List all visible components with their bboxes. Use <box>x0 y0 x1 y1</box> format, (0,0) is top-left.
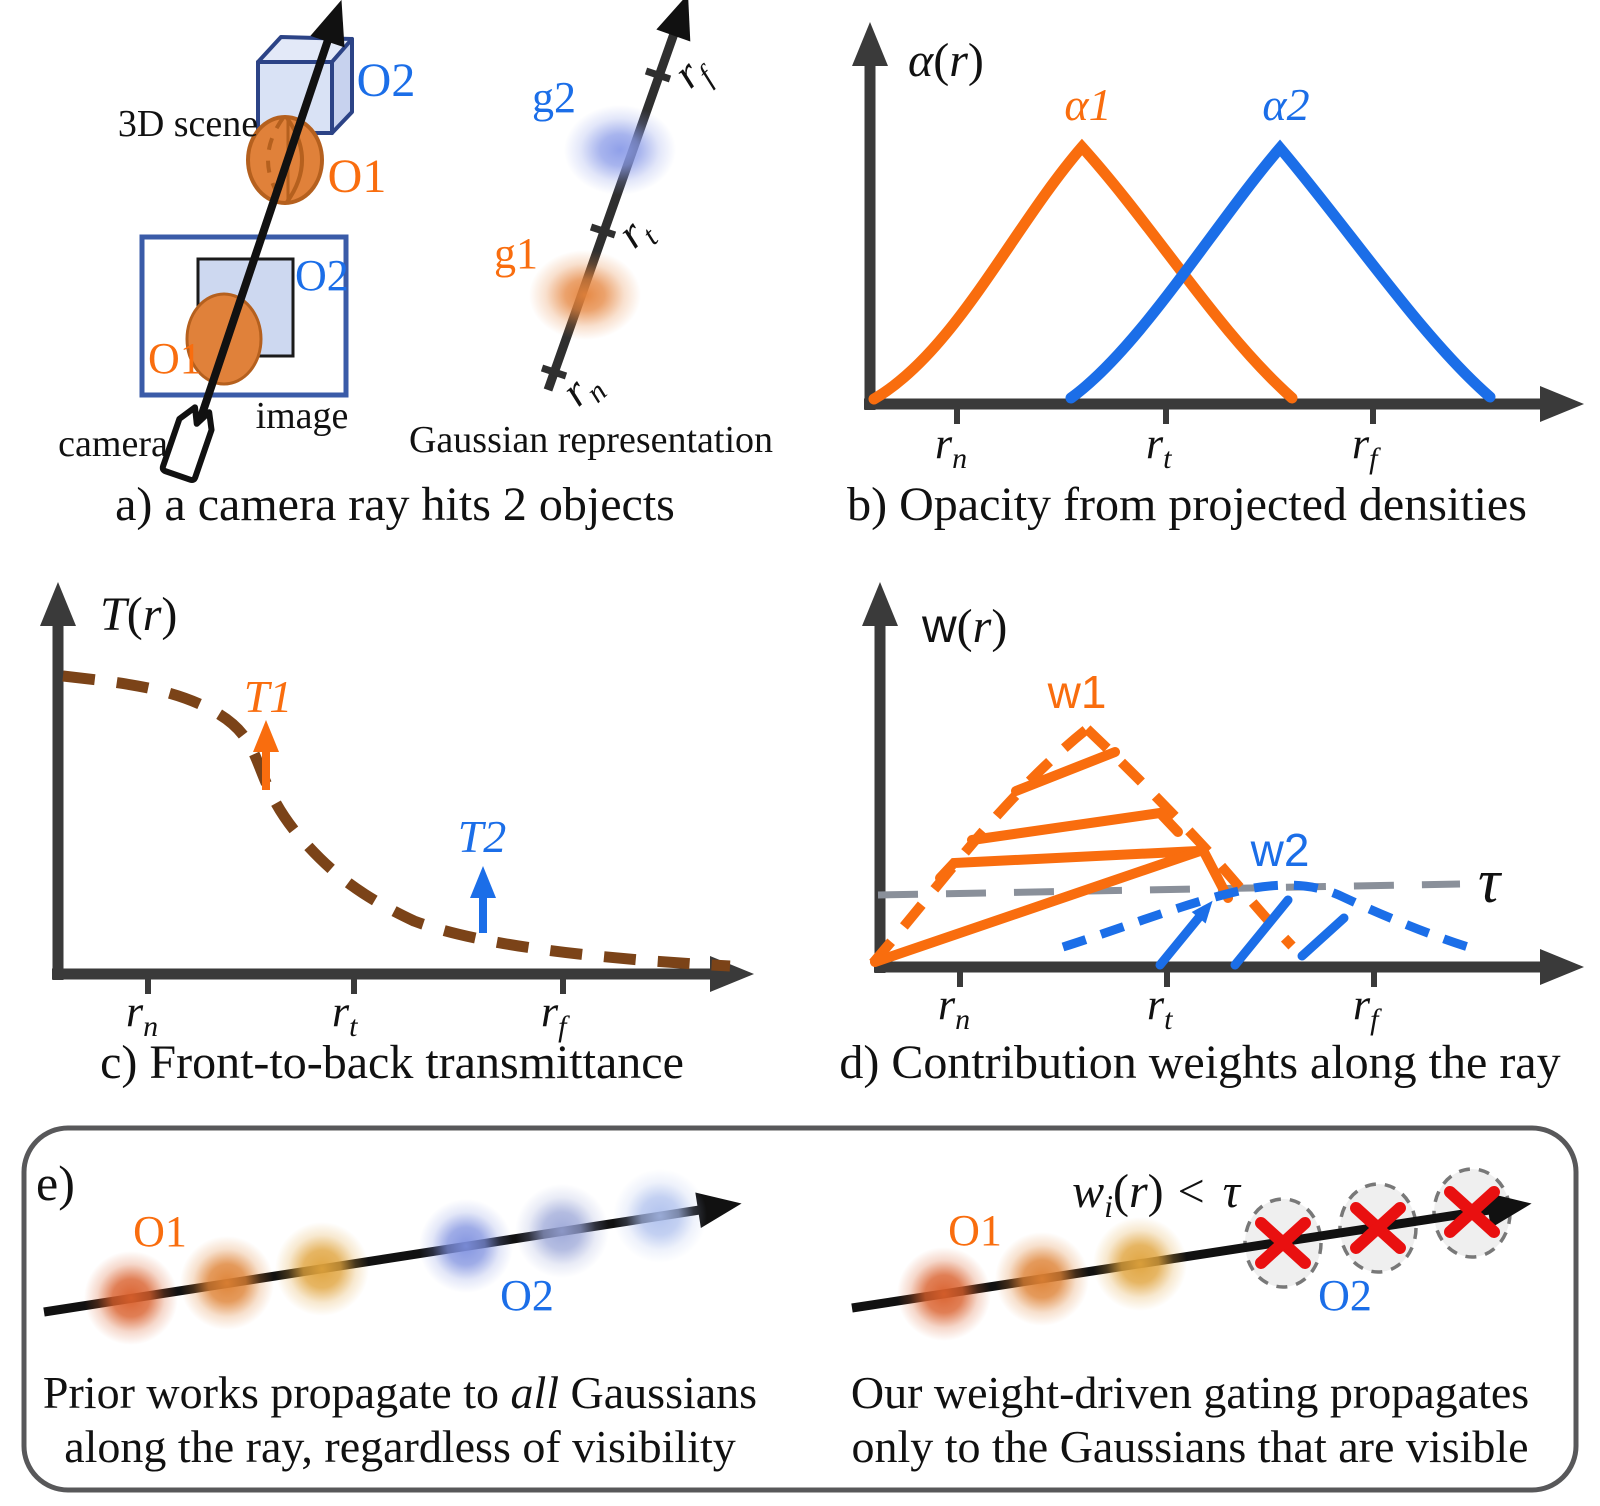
panel-d-ylabel: w(r) <box>921 600 1007 653</box>
t1-label: T1 <box>244 671 293 722</box>
gaussian-blob-o1-1 <box>84 1251 178 1345</box>
tick-label-rf-gauss: rf <box>664 42 723 103</box>
caption-c: c) Front-to-back transmittance <box>100 1036 684 1089</box>
x-mark-2b <box>1350 1202 1406 1254</box>
panel-a-gaussian-representation: g1 g2 rn rt rf Gaussian representation <box>409 0 773 461</box>
x-marks <box>1255 1186 1500 1269</box>
panel-e-gating-comparison: e) O1 O2 Prior works propagate to all Ga… <box>21 1125 1579 1493</box>
gaussian-blob-g2 <box>564 105 676 195</box>
tick-rf-gauss <box>644 67 672 83</box>
panel-a-camera-scene: 3D scene O2 O1 O2 O1 image camera <box>58 0 416 484</box>
w1-hatch-1 <box>1011 747 1120 796</box>
tau-label: τ <box>1478 848 1503 916</box>
camera-icon <box>159 404 215 484</box>
right-o2-label: O2 <box>1318 1271 1372 1320</box>
panel-d-weights-plot: w(r) w1 w2 τ rn rt rf <box>862 582 1584 1036</box>
w1-hatch-4 <box>870 843 1233 967</box>
gaussian-blob-o2-3 <box>613 1169 707 1263</box>
transmittance-curve <box>62 670 731 972</box>
w2-curve <box>1061 880 1480 955</box>
panel-b-tick-label-rn: rn <box>935 419 967 475</box>
panel-e-left-prior-works: O1 O2 Prior works propagate to all Gauss… <box>43 1169 757 1472</box>
panel-c-tick-label-rf: rf <box>541 987 570 1043</box>
sphere-meridian-right <box>285 116 304 204</box>
w1-hatch-3 <box>935 846 1203 883</box>
alpha1-label: α1 <box>1064 79 1111 130</box>
panel-e-right-our-gating: wi(r) < τ O1 O2 Our weight-driven gating p… <box>851 1165 1532 1472</box>
w2-hatch-lines <box>1155 895 1349 970</box>
panel-d-tick-label-rt: rt <box>1147 980 1173 1036</box>
x-mark-3b <box>1444 1186 1500 1238</box>
t2-label: T2 <box>458 811 507 862</box>
left-caption-line1: Prior works propagate to all Gaussians <box>43 1367 757 1418</box>
right-caption-line1: Our weight-driven gating propagates <box>851 1367 1529 1418</box>
caption-a: a) a camera ray hits 2 objects <box>115 478 675 531</box>
gaussian-blob-g1 <box>529 250 641 340</box>
right-caption-line2: only to the Gaussians that are visible <box>851 1421 1528 1472</box>
panel-b-ylabel: α(r) <box>908 34 984 87</box>
caption-d: d) Contribution weights along the ray <box>839 1036 1560 1089</box>
alpha2-curve <box>1065 139 1496 404</box>
panel-d-tick-label-rf: rf <box>1353 980 1382 1036</box>
panel-c-tick-label-rn: rn <box>126 987 158 1043</box>
tau-threshold-line <box>877 880 1461 899</box>
o1-label-scene: O1 <box>328 150 387 203</box>
x-mark-1b <box>1255 1217 1311 1269</box>
left-o1-label: O1 <box>133 1207 187 1256</box>
alpha1-curve <box>868 138 1298 405</box>
o2-label-image: O2 <box>295 251 349 300</box>
tick-label-rt-gauss: rt <box>608 204 665 263</box>
camera-ray-line <box>192 0 345 434</box>
w1-label: w1 <box>1047 666 1107 718</box>
panel-d-tick-label-rn: rn <box>938 980 970 1036</box>
left-o2-label: O2 <box>500 1271 554 1320</box>
tick-rn-gauss <box>540 364 568 380</box>
comparison-box <box>21 1125 1579 1493</box>
tick-rt-gauss <box>589 223 617 239</box>
panel-b-tick-label-rf: rf <box>1352 419 1381 475</box>
right-o1-label: O1 <box>948 1206 1002 1255</box>
panel-b-tick-label-rt: rt <box>1146 419 1172 475</box>
right-blob-o1-2 <box>995 1232 1089 1326</box>
w2-hatch-3 <box>1297 913 1349 961</box>
gating-formula: wi(r) < τ <box>1072 1165 1242 1224</box>
gaussian-blob-o2-2 <box>515 1184 609 1278</box>
gaussian-blob-o2-1 <box>419 1199 513 1293</box>
panel-b-opacity-plot: α(r) α1 α2 rn rt rf <box>852 22 1584 475</box>
image-label: image <box>256 395 349 437</box>
o1-label-image: O1 <box>148 334 202 383</box>
w2-label: w2 <box>1250 824 1310 876</box>
panel-c-transmittance-plot: T(r) T1 T2 rn rt rf <box>40 582 754 1043</box>
panel-c-ylabel: T(r) <box>100 588 177 641</box>
camera-label: camera <box>58 423 168 465</box>
g1-label: g1 <box>494 229 538 278</box>
right-blob-o1-3 <box>1093 1217 1187 1311</box>
gaussian-blob-o1-3 <box>275 1222 369 1316</box>
gaussian-blob-o1-2 <box>180 1236 274 1330</box>
w1-hatch-lines <box>870 747 1233 967</box>
left-caption-line2: along the ray, regardless of visibility <box>64 1421 736 1472</box>
alpha2-label: α2 <box>1262 79 1309 130</box>
caption-b: b) Opacity from projected densities <box>847 478 1527 531</box>
w2-hatch-2 <box>1230 895 1293 970</box>
gaussian-representation-caption: Gaussian representation <box>409 419 773 461</box>
panel-c-tick-label-rt: rt <box>332 987 358 1043</box>
panel-e-label: e) <box>36 1155 75 1211</box>
right-blob-o1-1 <box>897 1247 991 1341</box>
w2-hatch-1 <box>1155 900 1213 970</box>
tick-label-rn-gauss: rn <box>552 358 613 421</box>
scene-label: 3D scene <box>118 103 258 145</box>
o2-label-scene: O2 <box>357 54 416 107</box>
w1-hatch-2 <box>967 807 1183 845</box>
g2-label: g2 <box>532 73 576 122</box>
